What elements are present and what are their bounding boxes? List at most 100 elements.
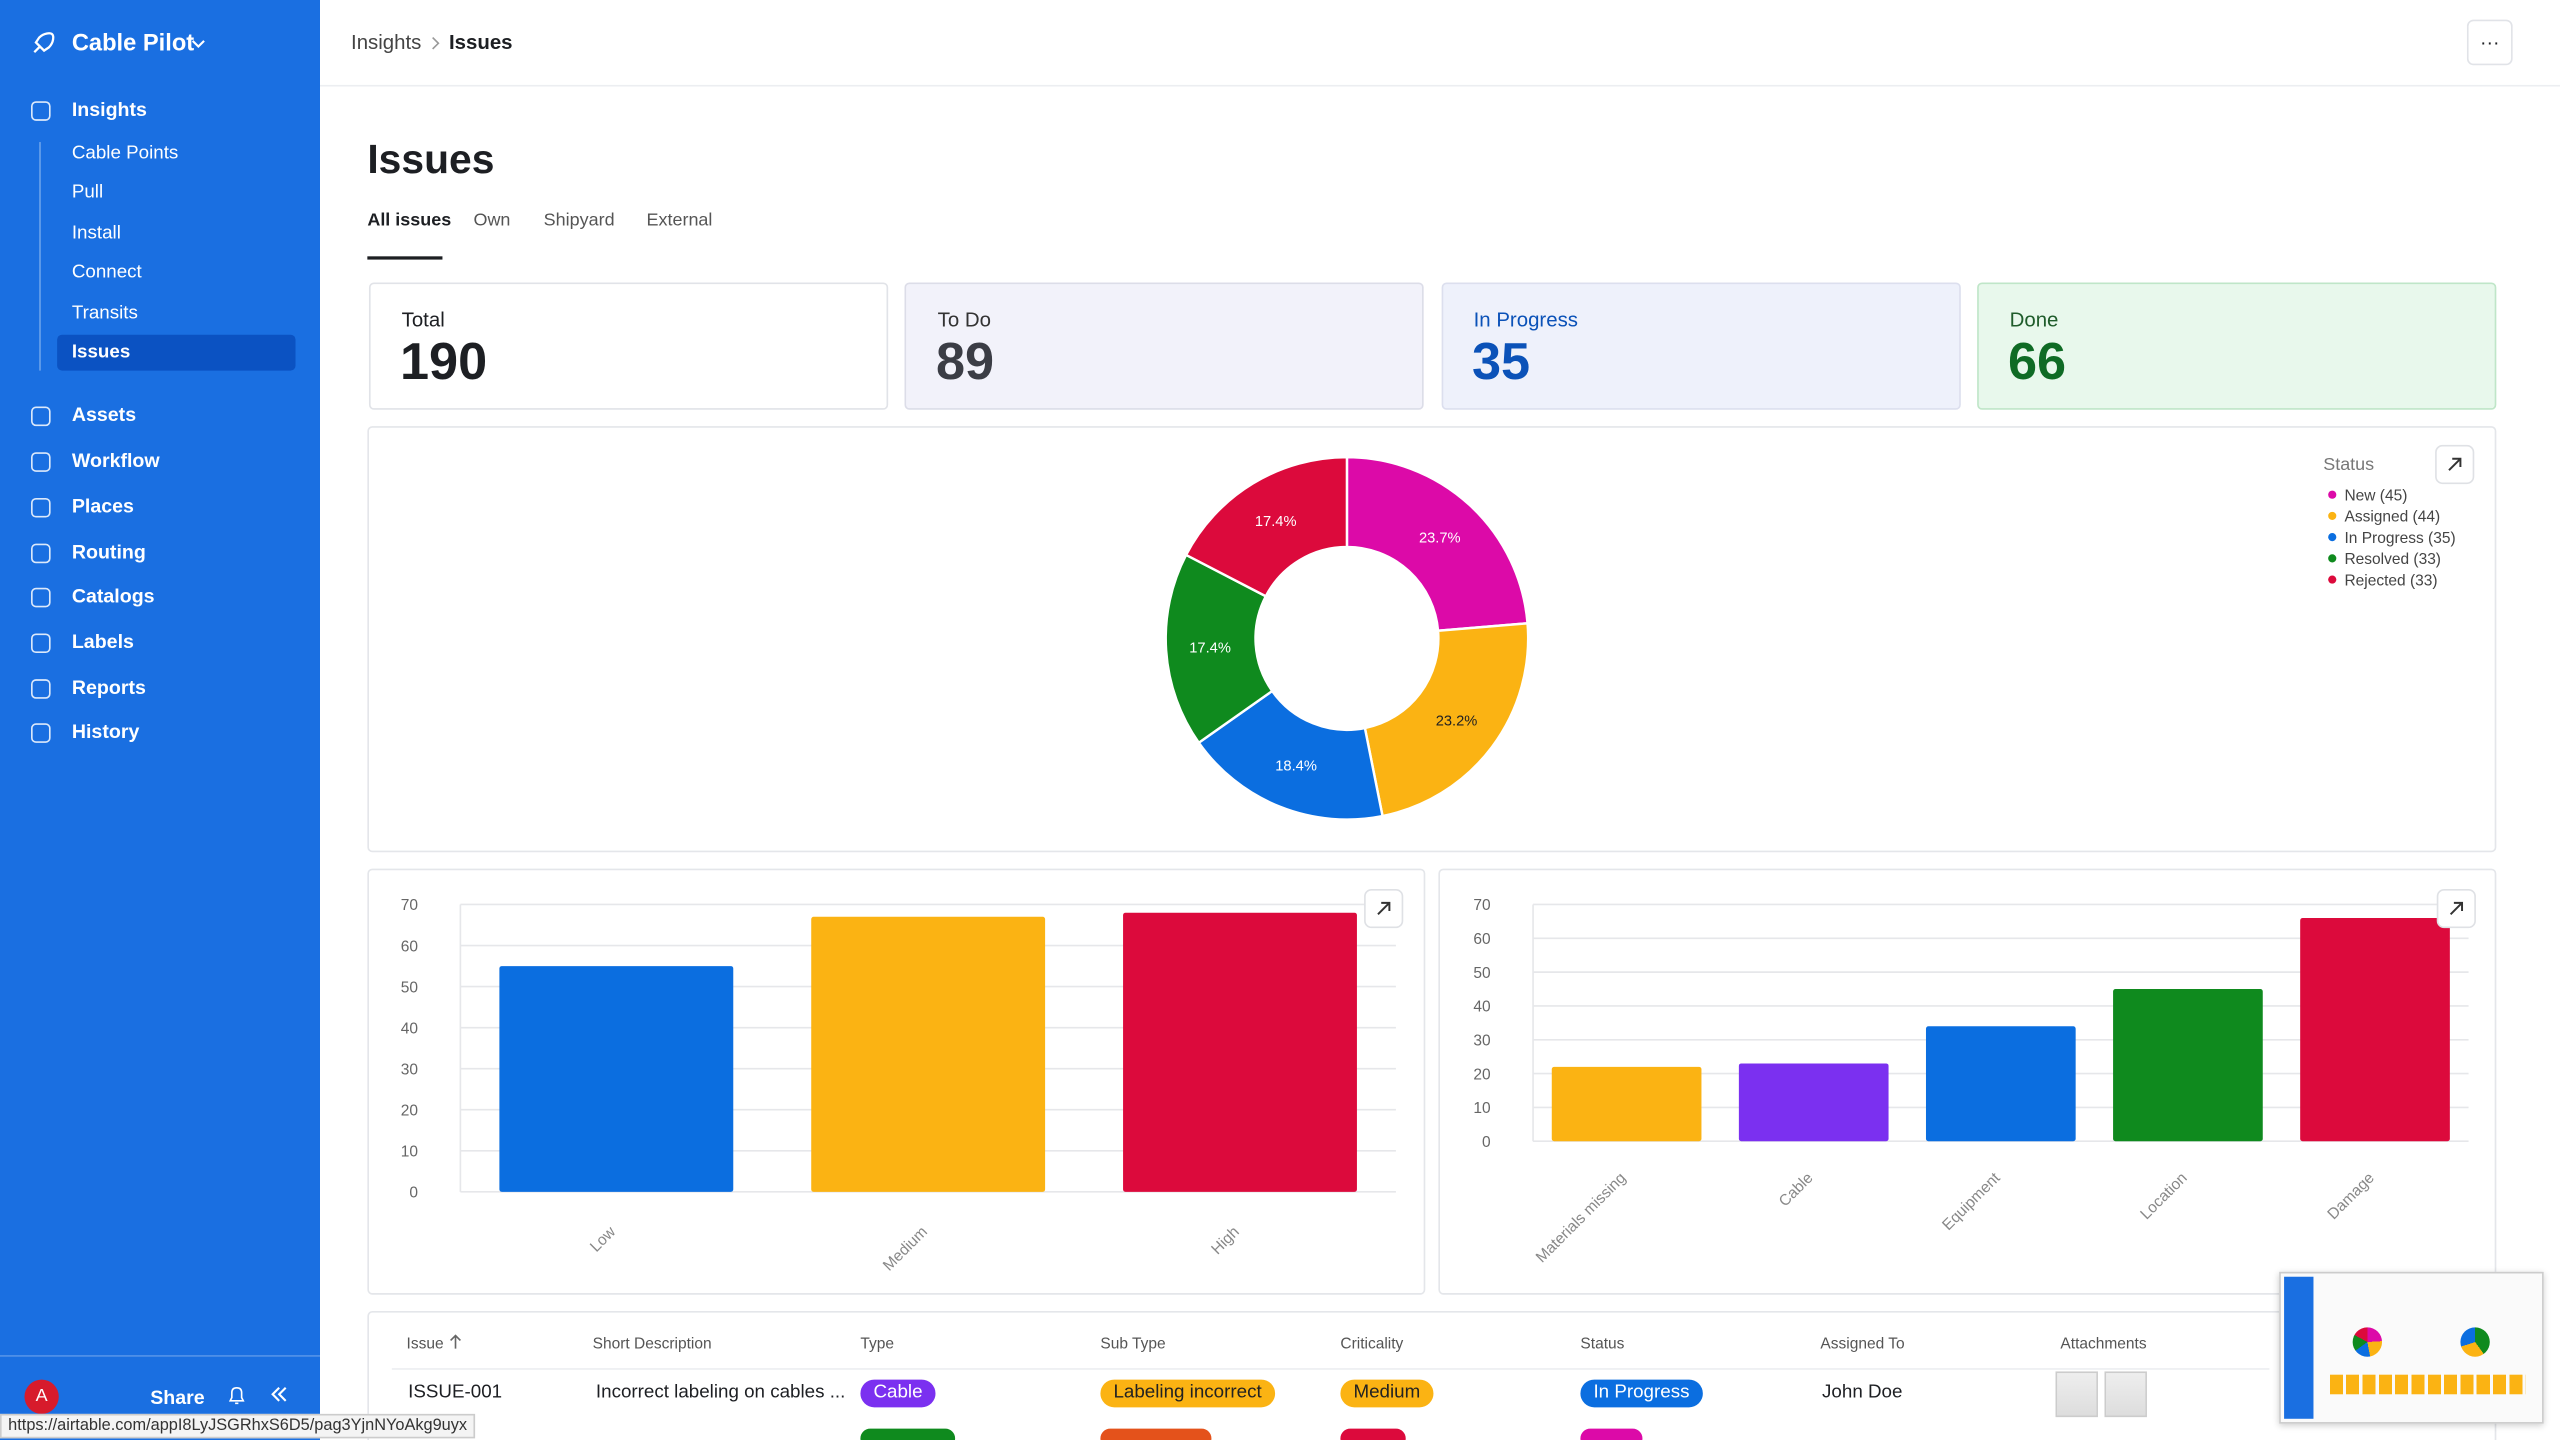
stat-card: In Progress 35 (1440, 282, 1961, 410)
legend-label: In Progress (35) (2344, 530, 2455, 547)
stat-label: Done (2009, 308, 2059, 332)
nav-item[interactable]: Assets (71, 403, 137, 427)
expand-icon (1377, 901, 1391, 915)
nav-icon (31, 497, 51, 518)
legend-label: Rejected (33) (2344, 572, 2437, 589)
y-tick-label: 60 (401, 938, 419, 955)
nav-subitem[interactable]: Issues (71, 342, 131, 363)
cell: Incorrect labeling on cables ... (595, 1382, 846, 1403)
nav-subitem[interactable]: Pull (71, 183, 104, 204)
column-header[interactable]: Status (1580, 1335, 1625, 1354)
expand-icon (2449, 901, 2464, 915)
legend-title: Status (2323, 454, 2374, 474)
nav-item[interactable]: Routing (71, 539, 146, 563)
cell: John Doe (1822, 1382, 1903, 1403)
next-row (1580, 1428, 1643, 1440)
y-tick-label: 30 (401, 1061, 419, 1078)
pie-slice (1184, 455, 1349, 598)
sidebar: Cable Pilot A Share Insights Cable Points… (0, 0, 320, 1440)
bar (2300, 918, 2450, 1142)
cell-pill: In Progress (1580, 1379, 1703, 1408)
stat-value: 190 (399, 331, 488, 391)
attachment-thumb (2055, 1371, 2098, 1418)
stat-label: To Do (937, 308, 991, 332)
stat-label: In Progress (1473, 308, 1578, 332)
avatar[interactable]: A (24, 1379, 59, 1414)
y-tick-label: 0 (409, 1185, 418, 1202)
nav-subitem[interactable]: Transits (71, 303, 138, 323)
x-tick-label: Equipment (1939, 1169, 2004, 1234)
nav-icon (31, 542, 51, 563)
more-button[interactable]: ··· (2466, 19, 2513, 66)
nav-active-bg (57, 334, 296, 371)
nav-item[interactable]: Workflow (71, 449, 160, 472)
tab[interactable]: Own (473, 210, 511, 231)
x-tick-label: High (1208, 1223, 1243, 1258)
y-tick-label: 70 (1473, 897, 1491, 914)
slice-label: 23.2% (1436, 714, 1478, 730)
column-header[interactable]: Issue (406, 1335, 444, 1354)
column-header[interactable]: Type (860, 1335, 895, 1354)
breadcrumb-item[interactable]: Insights (351, 31, 422, 54)
status-url: https://airtable.com/appI8LyJSGRhxS6D5/p… (0, 1413, 476, 1439)
nav-item[interactable]: Reports (71, 675, 146, 699)
bar (1738, 1063, 1889, 1142)
cell[interactable]: ISSUE-001 (408, 1382, 503, 1403)
tab[interactable]: All issues (367, 210, 452, 231)
thumb-bars (2329, 1374, 2526, 1395)
y-tick-label: 0 (1482, 1134, 1491, 1151)
column-header[interactable]: Attachments (2060, 1335, 2147, 1354)
attachment-thumb (2104, 1371, 2147, 1418)
column-header[interactable]: Short Description (592, 1335, 712, 1354)
expand-icon (2448, 457, 2462, 471)
column-header[interactable]: Sub Type (1100, 1335, 1166, 1354)
tab-underline (367, 256, 443, 260)
x-tick-label: Low (587, 1223, 620, 1256)
nav-subitem[interactable]: Connect (71, 263, 142, 283)
cell-pill: Labeling incorrect (1100, 1379, 1275, 1408)
tab[interactable]: Shipyard (543, 210, 615, 231)
column-header[interactable]: Assigned To (1820, 1335, 1905, 1354)
share-button[interactable]: Share (150, 1386, 205, 1409)
y-tick-label: 20 (1473, 1066, 1491, 1083)
sort-arrow (450, 1334, 461, 1349)
slice-label: 17.4% (1189, 641, 1231, 657)
bar (499, 966, 734, 1192)
nav-icon (31, 101, 51, 121)
cell-pill: Medium (1340, 1379, 1434, 1408)
stat-label: Total (401, 308, 445, 332)
nav-item[interactable]: History (71, 720, 140, 744)
next-row (1340, 1428, 1406, 1440)
column-header[interactable]: Criticality (1340, 1335, 1404, 1354)
nav-item[interactable]: Insights (71, 97, 147, 121)
legend-swatch (2328, 533, 2337, 542)
x-tick-label: Location (2137, 1170, 2190, 1223)
tab[interactable]: External (646, 210, 713, 231)
nav-item[interactable]: Labels (71, 630, 134, 653)
stat-value: 35 (1471, 331, 1531, 391)
divider (0, 1355, 320, 1357)
bell-icon[interactable] (227, 1384, 247, 1405)
legend-label: Resolved (33) (2344, 551, 2440, 568)
thumb-sidebar (2284, 1276, 2314, 1419)
nav-subitem[interactable]: Install (71, 223, 121, 243)
nav-item[interactable]: Places (71, 494, 134, 518)
nav-item[interactable]: Catalogs (71, 584, 155, 608)
legend-label: Assigned (44) (2344, 509, 2440, 526)
collapse-icon[interactable] (269, 1384, 289, 1404)
app-name[interactable]: Cable Pilot (71, 31, 195, 58)
nav-subitem[interactable]: Cable Points (71, 143, 179, 164)
nav-icon (31, 452, 51, 472)
x-tick-label: Medium (880, 1223, 931, 1274)
stat-card: Done 66 (1976, 282, 2497, 410)
y-tick-label: 50 (1473, 965, 1491, 982)
y-tick-label: 20 (401, 1102, 419, 1119)
x-tick-label: Cable (1776, 1170, 1817, 1211)
nav-icon (31, 407, 51, 427)
logo-icon (33, 32, 55, 54)
y-tick-label: 10 (401, 1144, 419, 1161)
cell-pill: Cable (860, 1379, 936, 1408)
nav-icon (31, 723, 51, 744)
